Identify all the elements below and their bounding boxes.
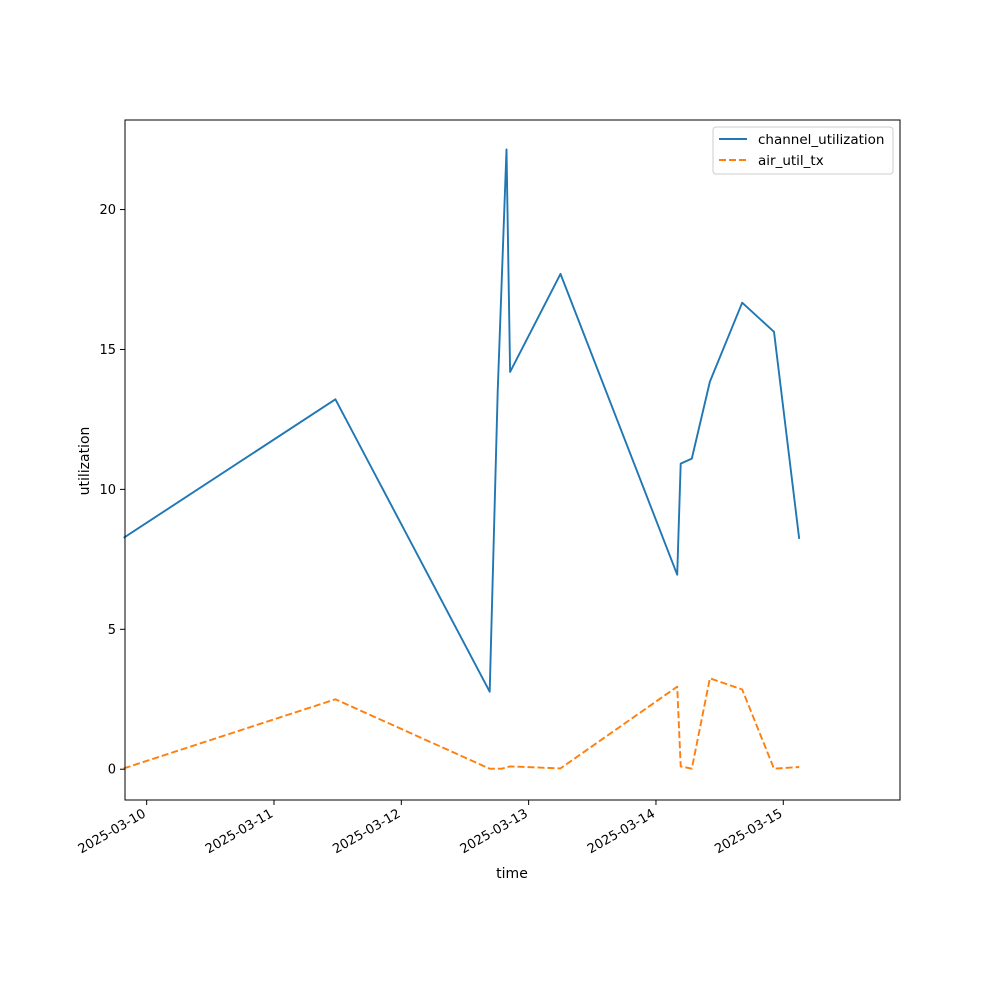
- y-tick-label: 15: [99, 343, 116, 358]
- y-tick-label: 20: [99, 203, 116, 218]
- axes-layer: [124, 119, 901, 801]
- plot-frame: [124, 119, 901, 801]
- y-tick-label: 0: [108, 763, 116, 778]
- y-axis-label: utilization: [77, 427, 93, 496]
- y-ticks: 0 5 10 15 20: [99, 203, 125, 778]
- x-axis-label: time: [496, 866, 528, 882]
- legend-box: [712, 126, 894, 175]
- legend-label: channel_utilization: [758, 132, 885, 148]
- series-line-air-util-tx: [123, 677, 800, 770]
- y-tick-label: 10: [99, 483, 116, 498]
- legend-label: air_util_tx: [758, 153, 824, 169]
- series-line-channel-utilization: [123, 148, 801, 693]
- y-tick-label: 5: [108, 623, 116, 638]
- series-layer: [123, 148, 801, 770]
- legend: channel_utilization air_util_tx: [712, 126, 894, 175]
